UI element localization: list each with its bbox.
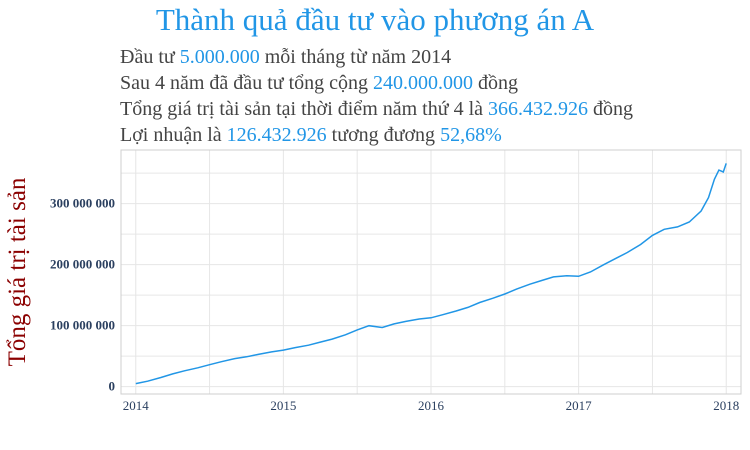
profit-amount: 126.432.926 — [226, 124, 327, 146]
info-text: đồng — [473, 72, 519, 94]
info-text: Tổng giá trị tài sản tại thời điểm năm t… — [120, 98, 489, 120]
info-text: tương đương — [326, 124, 441, 146]
grid — [121, 150, 741, 394]
info-text: Sau 4 năm đã đầu tư tổng cộng — [120, 72, 374, 94]
monthly-amount: 5.000.000 — [179, 46, 260, 68]
info-line-profit: Lợi nhuận là 126.432.926 tương đương 52,… — [120, 124, 502, 147]
info-text: Đầu tư — [120, 46, 180, 68]
axis-ticks: 0 100 000 000 200 000 000 300 000 000 2014 20… — [50, 196, 739, 413]
info-line-investment: Đầu tư 5.000.000 mỗi tháng từ năm 2014 — [120, 46, 451, 69]
info-text: đồng — [588, 98, 634, 120]
series-line — [135, 163, 727, 385]
x-tick-label: 2016 — [418, 398, 445, 413]
y-axis-label: Tổng giá trị tài sản — [4, 177, 31, 366]
x-tick-label: 2015 — [270, 398, 296, 413]
info-line-total-invested: Sau 4 năm đã đầu tư tổng cộng 240.000.00… — [120, 72, 518, 95]
plot-area — [120, 149, 742, 395]
total-value-amount: 366.432.926 — [488, 98, 589, 120]
x-tick-label: 2017 — [566, 398, 593, 413]
chart-title: Thành quả đầu tư vào phương án A — [155, 2, 595, 37]
x-tick-label: 2014 — [123, 398, 150, 413]
info-text: Lợi nhuận là — [120, 124, 227, 146]
y-tick-label: 0 — [109, 379, 116, 394]
x-tick-label: 2018 — [713, 398, 739, 413]
y-tick-label: 100 000 000 — [50, 318, 115, 333]
info-text: mỗi tháng từ năm 2014 — [259, 46, 452, 68]
y-tick-label: 300 000 000 — [50, 196, 115, 211]
y-tick-label: 200 000 000 — [50, 257, 115, 272]
info-line-total-value: Tổng giá trị tài sản tại thời điểm năm t… — [120, 98, 633, 121]
profit-percent: 52,68% — [440, 124, 502, 146]
total-invested-amount: 240.000.000 — [373, 72, 474, 94]
